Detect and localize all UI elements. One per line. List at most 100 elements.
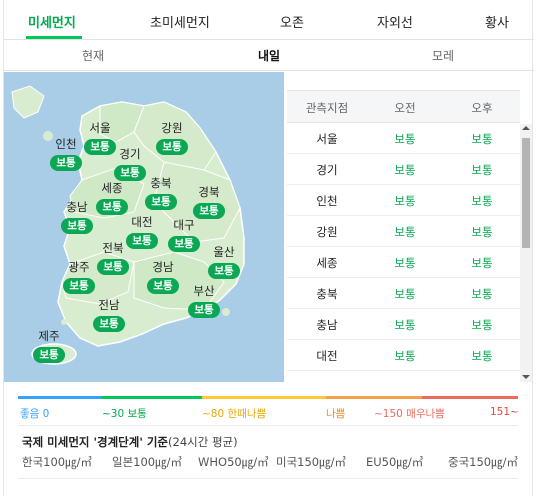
day-tabs: 현재 내일 모레 xyxy=(4,40,534,71)
standard-usa: 미국150㎍/㎥ xyxy=(276,455,346,469)
status-badge: 보통 xyxy=(84,139,116,155)
table-row: 강원 보통 보통 xyxy=(287,216,520,247)
pm-cell: 보통 xyxy=(471,194,493,208)
map-region-gyeongbuk[interactable]: 경북 보통 xyxy=(184,185,234,219)
map-region-ulsan[interactable]: 울산 보통 xyxy=(199,245,249,279)
region-name: 충북 xyxy=(150,176,172,190)
status-badge: 보통 xyxy=(50,155,82,171)
location-cell: 서울 xyxy=(316,132,338,146)
table-row: 인천 보통 보통 xyxy=(287,185,520,216)
tab-yellow-dust[interactable]: 황사 xyxy=(485,16,509,31)
map-region-jeonnam[interactable]: 전남 보통 xyxy=(84,298,134,332)
table-row: 경기 보통 보통 xyxy=(287,154,520,185)
map-region-jeju[interactable]: 제주 보통 xyxy=(24,329,74,363)
status-badge: 보통 xyxy=(93,316,125,332)
pm-cell: 보통 xyxy=(471,349,493,363)
tab-tomorrow[interactable]: 내일 xyxy=(258,49,281,63)
map-region-gangwon[interactable]: 강원 보통 xyxy=(147,121,197,155)
region-forecast-table: 관측지점 오전 오후 서울 보통 보통 경기 보통 보통 인천 보통 보통 강원 xyxy=(287,90,520,380)
tab-ultrafine-dust[interactable]: 초미세먼지 xyxy=(150,16,210,31)
status-badge: 보통 xyxy=(147,278,179,294)
pm-cell: 보통 xyxy=(471,256,493,270)
tab-fine-dust[interactable]: 미세먼지 xyxy=(28,16,76,31)
region-name: 부산 xyxy=(193,284,215,298)
map-region-daegu[interactable]: 대구 보통 xyxy=(159,218,209,252)
map-region-chungnam[interactable]: 충남 보통 xyxy=(52,200,102,234)
dust-widget: 미세먼지 초미세먼지 오존 자외선 황사 현재 내일 모레 서울 보통 xyxy=(3,0,534,496)
legend-label-good: 좋음 0 xyxy=(20,408,50,420)
status-badge: 보통 xyxy=(168,236,200,252)
region-name: 울산 xyxy=(213,245,235,259)
standard-title-main: 국제 미세먼지 '경계단계' 기준 xyxy=(22,435,169,449)
am-cell: 보통 xyxy=(394,287,416,301)
legend-label-bad-once: ~80 한때나쁨 xyxy=(202,408,267,420)
tab-uv[interactable]: 자외선 xyxy=(377,16,413,31)
standard-title: 국제 미세먼지 '경계단계' 기준(24시간 평균) xyxy=(22,434,238,450)
table-row: 세종 보통 보통 xyxy=(287,247,520,278)
am-cell: 보통 xyxy=(394,225,416,239)
location-cell: 대전 xyxy=(316,349,338,363)
region-name: 경기 xyxy=(119,147,141,161)
am-cell: 보통 xyxy=(394,132,416,146)
map-region-gyeongnam[interactable]: 경남 보통 xyxy=(138,260,188,294)
pollutant-tabs: 미세먼지 초미세먼지 오존 자외선 황사 xyxy=(4,0,534,40)
region-name: 광주 xyxy=(68,260,90,274)
pm-cell: 보통 xyxy=(471,163,493,177)
am-cell: 보통 xyxy=(394,256,416,270)
am-cell: 보통 xyxy=(394,194,416,208)
location-cell: 인천 xyxy=(316,194,338,208)
map-region-gwangju[interactable]: 광주 보통 xyxy=(54,260,104,294)
region-name: 경북 xyxy=(198,185,220,199)
location-cell: 강원 xyxy=(316,225,338,239)
region-name: 전남 xyxy=(98,298,120,312)
region-name: 세종 xyxy=(101,181,123,195)
table-body: 서울 보통 보통 경기 보통 보통 인천 보통 보통 강원 보통 보통 세종 보 xyxy=(287,123,520,371)
divider xyxy=(18,478,518,479)
region-name: 서울 xyxy=(89,121,111,135)
legend-bar-normal xyxy=(102,396,202,399)
tab-day-after-tomorrow[interactable]: 모레 xyxy=(432,49,455,63)
region-name: 강원 xyxy=(161,121,183,135)
status-badge: 보통 xyxy=(97,259,129,275)
scroll-down-arrow-icon[interactable] xyxy=(522,375,530,379)
location-cell: 충남 xyxy=(316,318,338,332)
map-region-seoul[interactable]: 서울 보통 xyxy=(75,121,125,155)
region-name: 인천 xyxy=(55,137,77,151)
standard-korea: 한국100㎍/㎥ xyxy=(22,455,92,469)
status-badge: 보통 xyxy=(96,199,128,215)
standard-japan: 일본100㎍/㎥ xyxy=(112,455,182,469)
am-cell: 보통 xyxy=(394,349,416,363)
standard-china: 중국150㎍/㎥ xyxy=(448,455,518,469)
map-region-busan[interactable]: 부산 보통 xyxy=(179,284,229,318)
status-badge: 보통 xyxy=(63,278,95,294)
table-row: 충북 보통 보통 xyxy=(287,278,520,309)
dust-level-legend: 좋음 0 ~30 보통 ~80 한때나쁨 나쁨 ~150 매우나쁨 151~ xyxy=(18,396,519,420)
map-region-daejeon[interactable]: 대전 보통 xyxy=(117,215,167,249)
column-header-am: 오전 xyxy=(394,101,416,115)
tab-today[interactable]: 현재 xyxy=(82,49,105,63)
table-row: 충남 보통 보통 xyxy=(287,309,520,340)
map-region-sejong[interactable]: 세종 보통 xyxy=(87,181,137,215)
region-name: 경남 xyxy=(152,260,174,274)
table-scrollbar[interactable] xyxy=(520,124,532,382)
status-badge: 보통 xyxy=(61,218,93,234)
map-region-jeonbuk[interactable]: 전북 보통 xyxy=(88,241,138,275)
scroll-thumb[interactable] xyxy=(522,138,530,248)
pm-cell: 보통 xyxy=(471,132,493,146)
status-badge: 보통 xyxy=(126,233,158,249)
tab-ozone[interactable]: 오존 xyxy=(280,16,304,31)
status-badge: 보통 xyxy=(114,165,146,181)
map-region-gyeonggi[interactable]: 경기 보통 xyxy=(105,147,155,181)
map-region-chungbuk[interactable]: 충북 보통 xyxy=(136,176,186,210)
legend-label-normal: ~30 보통 xyxy=(102,408,147,420)
region-name: 제주 xyxy=(38,329,60,343)
standard-who: WHO50㎍/㎥ xyxy=(198,455,269,469)
standard-list: 한국100㎍/㎥ 일본100㎍/㎥ WHO50㎍/㎥ 미국150㎍/㎥ EU50… xyxy=(22,454,522,470)
location-cell: 세종 xyxy=(316,256,338,270)
map-region-incheon[interactable]: 인천 보통 xyxy=(41,137,91,171)
column-header-pm: 오후 xyxy=(471,101,493,115)
legend-bar-bad xyxy=(326,396,422,399)
scroll-up-arrow-icon[interactable] xyxy=(522,126,530,130)
status-badge: 보통 xyxy=(193,203,225,219)
pm-cell: 보통 xyxy=(471,318,493,332)
